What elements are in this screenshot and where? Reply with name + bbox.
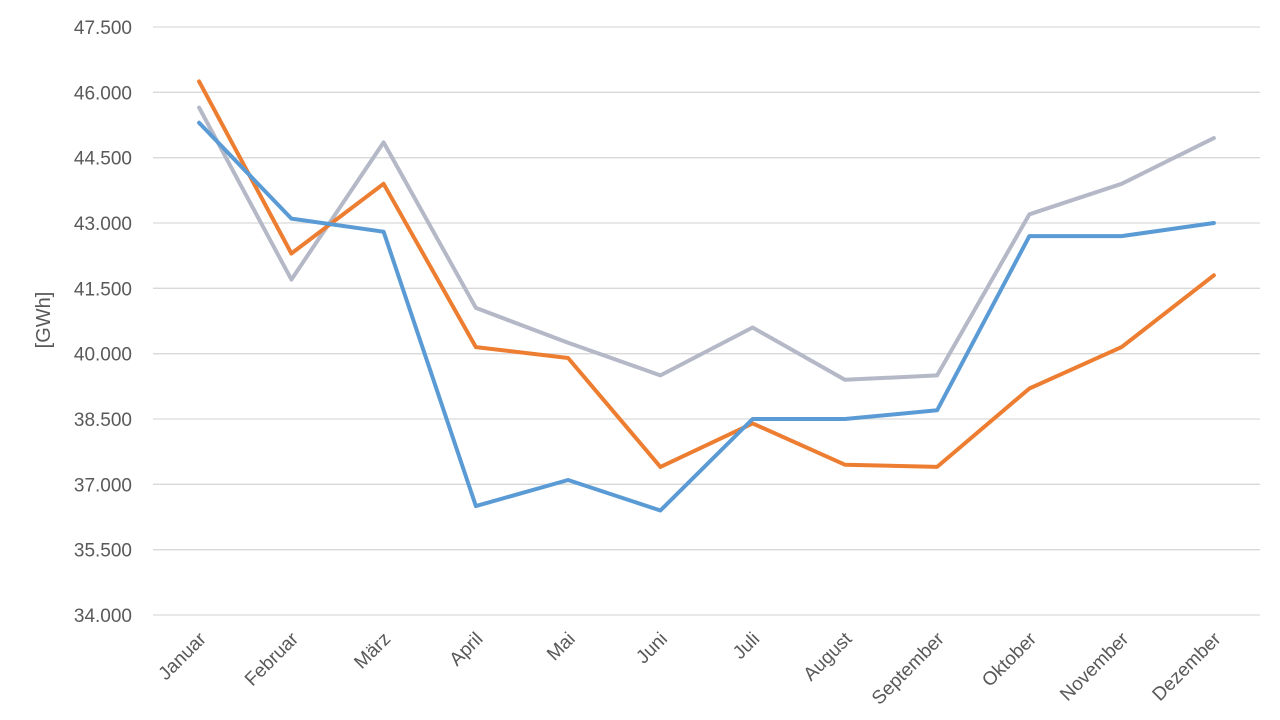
y-tick-label: 44.500 xyxy=(74,149,132,170)
y-tick-label: 47.500 xyxy=(74,18,132,39)
series-line-2 xyxy=(197,79,1216,469)
x-tick-label: März xyxy=(350,629,395,674)
y-tick-label: 35.500 xyxy=(74,541,132,562)
series-line-3 xyxy=(197,105,1216,382)
series-lines xyxy=(197,79,1216,513)
x-tick-label: Juni xyxy=(632,629,671,668)
x-tick-label: November xyxy=(1056,628,1133,705)
y-tick-label: 46.000 xyxy=(74,83,132,104)
y-tick-label: 37.000 xyxy=(74,475,132,496)
y-tick-label: 43.000 xyxy=(74,214,132,235)
series-line-1 xyxy=(197,120,1216,513)
x-tick-label: Januar xyxy=(155,628,211,684)
y-tick-label: 40.000 xyxy=(74,345,132,366)
x-tick-label: April xyxy=(446,629,488,671)
x-tick-label: Oktober xyxy=(978,628,1041,691)
y-tick-label: 41.500 xyxy=(74,279,132,300)
x-tick-label: Dezember xyxy=(1149,628,1226,705)
y-tick-label: 38.500 xyxy=(74,410,132,431)
gridlines xyxy=(153,26,1260,616)
x-axis-tick-labels: Januar Februar März April Mai Juni Juli August S… xyxy=(155,628,1226,709)
x-tick-label: Mai xyxy=(543,629,580,666)
x-tick-label: Februar xyxy=(241,628,303,690)
x-tick-label: August xyxy=(800,628,857,685)
y-axis-tick-labels: 34.000 35.500 37.000 38.500 40.000 41.500 43.0… xyxy=(74,18,132,627)
y-tick-label: 34.000 xyxy=(74,606,132,627)
x-tick-label: September xyxy=(868,628,949,709)
y-axis-title: [GWh] xyxy=(33,292,55,349)
x-tick-label: Juli xyxy=(729,629,764,664)
